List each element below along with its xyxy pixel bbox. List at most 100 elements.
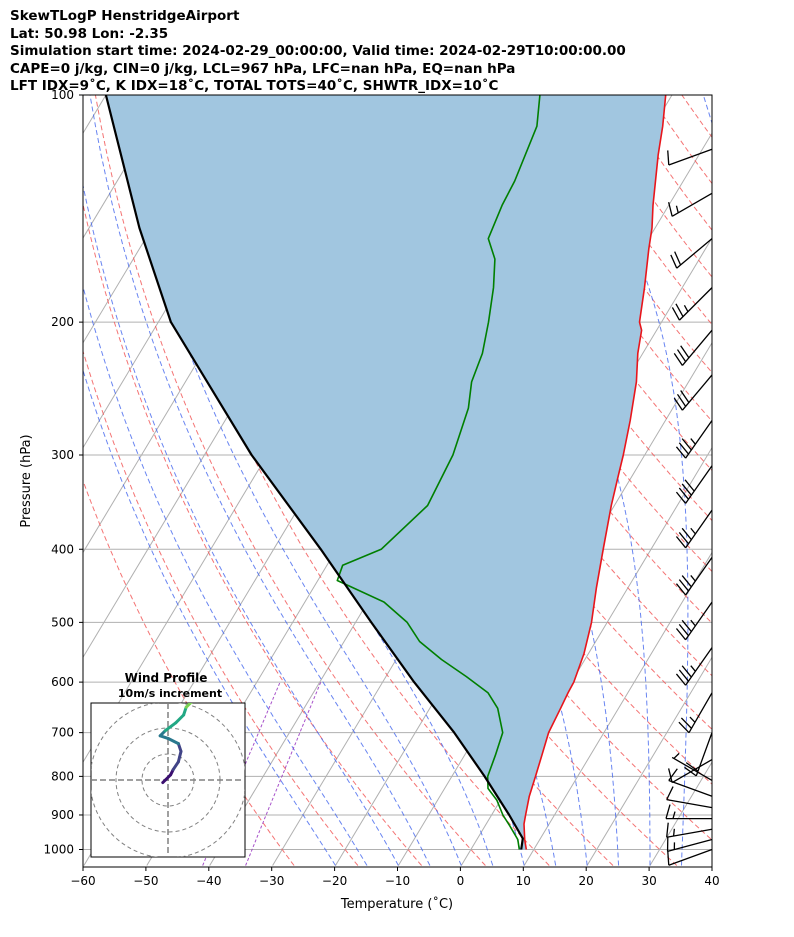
wind-barb [675,420,713,459]
wind-barb [670,238,713,269]
wind-barb [684,732,713,777]
wind-barb-staff [668,779,713,797]
wind-barb-feather [678,669,689,682]
wind-barb [675,556,713,596]
wind-barb-feather [676,393,687,407]
x-tick-label: 10 [516,874,531,888]
y-tick-label: 1000 [43,843,74,857]
isotherm [713,95,794,865]
wind-barb-staff [685,556,713,596]
moist-adiabat [83,183,399,866]
wind-barb-staff [685,420,713,459]
temperature-line [523,95,667,850]
wind-barb-feather [666,822,669,838]
x-tick-label: −50 [133,874,158,888]
wind-barb-feather [675,673,687,686]
title-location: Lat: 50.98 Lon: -2.35 [10,25,169,42]
wind-barb-feather [675,536,687,549]
y-tick-label: 800 [51,769,74,783]
wind-barb-feather [665,804,671,819]
wind-barb-feather [675,446,687,459]
wind-barb [673,329,713,366]
wind-barb-feather [673,397,683,411]
hodograph-trace-segment [184,703,193,709]
dry-adiabat [714,95,794,866]
wind-barb [675,601,713,641]
chart-title: SkewTLogP HenstridgeAirport Lat: 50.98 L… [10,8,626,96]
moist-adiabat [115,95,462,866]
wind-barb [667,192,713,217]
wind-barb [667,759,713,784]
wind-barb-feather [678,623,689,637]
x-tick-label: −60 [70,874,95,888]
y-tick-label: 900 [51,808,74,822]
x-tick-label: −30 [259,874,284,888]
wind-barb-staff [671,759,713,784]
x-tick-label: 0 [457,874,465,888]
x-tick-label: −20 [322,874,347,888]
wind-barb-staff [685,601,713,641]
wind-barb-feather [681,438,692,451]
wind-barb-feather [667,768,673,783]
isotherm [649,761,712,866]
title-cape-indices: CAPE=0 j/kg, CIN=0 j/kg, LCL=967 hPa, LF… [10,60,516,77]
wind-barb-feather [684,479,695,492]
wind-barb-staff [688,692,713,734]
wind-barb [671,287,713,321]
moist-adiabat [83,284,368,866]
wind-barb-feather [678,442,689,455]
wind-barb-staff [676,238,713,269]
x-axis-label: Temperature (˚C) [340,896,453,912]
dry-adiabat [83,479,295,866]
moist-adiabat [702,95,712,125]
wind-barb-feather [684,766,697,777]
cin-shaded-area [105,95,666,850]
hodograph-title: Wind Profile [125,671,208,685]
hodograph-subtitle: 10m/s increment [118,687,222,700]
x-tick-label: −40 [196,874,221,888]
y-tick-label: 700 [51,726,74,740]
hodograph-trace-segment [174,713,186,725]
wind-barb-staff [695,732,713,777]
wind-barb [667,148,713,166]
y-tick-label: 400 [51,542,74,556]
y-axis-label: Pressure (hPa) [19,434,34,527]
title-station: SkewTLogP HenstridgeAirport [10,8,240,24]
wind-barb [675,647,713,686]
hodograph-trace-segment [176,749,183,764]
wind-barb-staff [685,509,713,549]
dry-adiabat [747,95,794,866]
wind-barb-staff [681,374,713,411]
x-tick-label: 40 [704,874,719,888]
wind-barb-staff [681,329,713,366]
wind-barb-feather [667,202,673,217]
wind-barb-feather [670,254,678,269]
wind-barb-staff [671,192,713,217]
wind-barb-feather [674,251,682,266]
wind-barb-staff [666,798,713,809]
wind-barb-feather [667,850,670,866]
isotherm [523,551,712,866]
wind-barb-feather [678,579,689,592]
wind-barb-feather [675,583,687,596]
wind-barb-feather [678,532,689,545]
wind-barb-staff [679,287,713,321]
wind-barb-feather [681,575,692,588]
x-tick-label: −10 [385,874,410,888]
wind-barb-feather [668,768,678,781]
wind-barb-feather [673,353,683,366]
wind-barb [665,804,712,820]
mixing-ratio-line [245,681,322,866]
wind-barb-half-feather [690,619,696,627]
wind-barb-staff [668,148,713,166]
wind-barb-feather [681,483,692,496]
wind-barb-staff [668,848,713,866]
wind-barb [666,786,713,809]
wind-barb-staff [671,756,713,782]
dry-adiabat [780,95,794,866]
wind-barb-feather [680,390,690,403]
y-tick-label: 500 [51,615,74,629]
dewpoint-line [336,95,541,850]
title-stability-indices: LFT IDX=9˚C, K IDX=18˚C, TOTAL TOTS=40˚C… [10,78,499,95]
